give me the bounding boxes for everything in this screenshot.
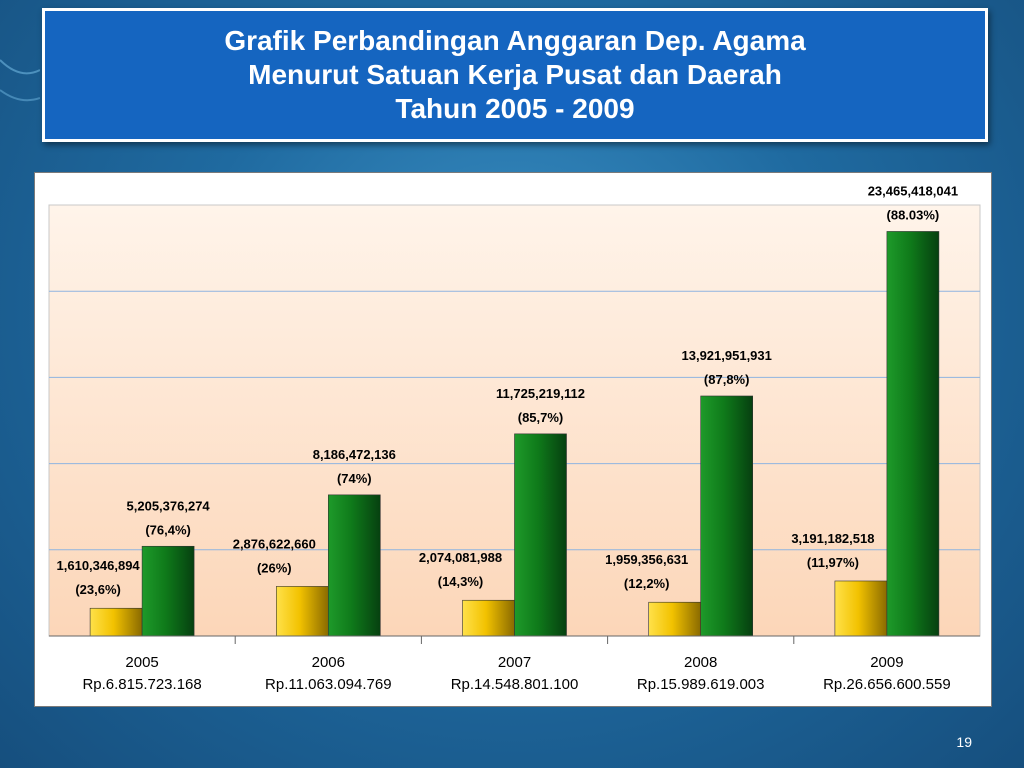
value-label: 8,186,472,136 [313,447,396,462]
bar-green [700,395,754,637]
data-labels: 1,610,346,894 (23,6%) 5,205,376,274 (76,4%)… [57,183,959,597]
bar-yellow [462,599,515,637]
bar-yellow [276,586,329,637]
category-sublabel: Rp.11.063.094.769 [265,676,392,693]
category-sublabel: Rp.15.989.619.003 [637,676,765,693]
percent-label: (88.03%) [887,207,940,222]
bar-yellow [834,580,888,637]
value-label: 13,921,951,931 [682,348,772,363]
page-number: 19 [956,734,972,750]
bar-yellow [89,607,143,637]
percent-label: (87,8%) [704,372,750,387]
percent-label: (23,6%) [75,582,121,597]
value-label: 1,610,346,894 [57,558,141,573]
percent-label: (26%) [257,560,292,575]
value-label: 2,876,622,660 [233,536,316,551]
value-label: 2,074,081,988 [419,550,502,565]
category-label: 2005 [125,654,158,671]
percent-label: (14,3%) [438,574,484,589]
category-sublabel: Rp.26.656.600.559 [823,676,951,693]
percent-label: (85,7%) [518,410,564,425]
corner-decoration [0,59,40,102]
bar-green [141,545,195,637]
value-label: 1,959,356,631 [605,552,688,567]
percent-label: (11,97%) [807,555,859,570]
category-label: 2009 [870,654,903,671]
category-sublabel: Rp.6.815.723.168 [82,676,201,693]
chart-container: 1,610,346,894 (23,6%) 5,205,376,274 (76,4%)… [34,172,992,707]
bar-chart: 1,610,346,894 (23,6%) 5,205,376,274 (76,4%)… [48,183,981,693]
category-sublabel: Rp.14.548.801.100 [451,676,579,693]
category-label: 2006 [312,654,345,671]
category-label: 2008 [684,654,717,671]
value-label: 23,465,418,041 [868,183,958,198]
bar-green [514,433,567,637]
percent-label: (74%) [337,471,372,486]
value-label: 3,191,182,518 [791,531,874,546]
title-line-3: Tahun 2005 - 2009 [395,93,635,124]
category-label: 2007 [498,654,531,671]
percent-label: (76,4%) [145,522,191,537]
bars [89,231,940,637]
percent-label: (12,2%) [624,576,670,591]
value-label: 5,205,376,274 [127,498,211,513]
title-box: Grafik Perbandingan Anggaran Dep. Agama … [42,8,988,142]
value-label: 11,725,219,112 [496,386,585,401]
bar-yellow [648,601,702,637]
bar-green [886,231,940,637]
bar-green [327,494,381,637]
title-line-1: Grafik Perbandingan Anggaran Dep. Agama [224,25,806,56]
x-axis: 2005 Rp.6.815.723.168 2006 Rp.11.063.094.76… [49,635,980,693]
title-line-2: Menurut Satuan Kerja Pusat dan Daerah [248,59,782,90]
